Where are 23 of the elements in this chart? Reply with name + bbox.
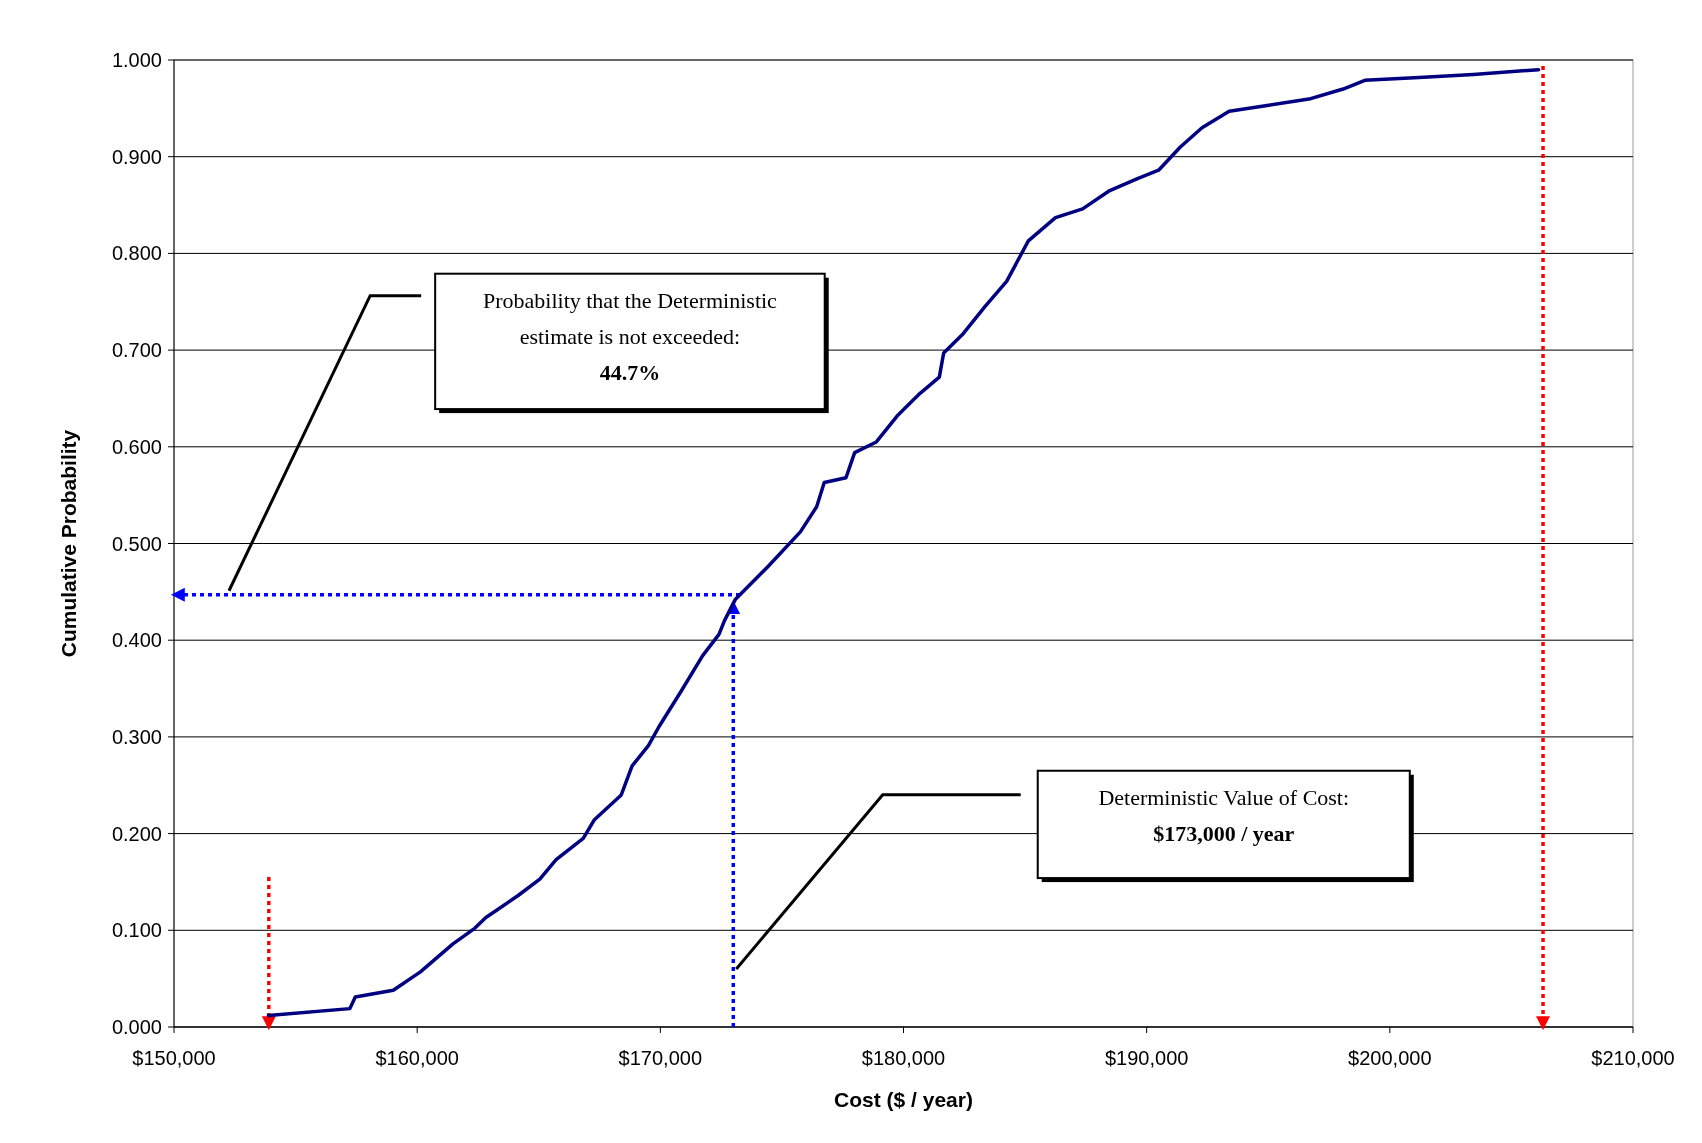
y-tick-label: 0.800 xyxy=(111,242,162,265)
x-tick-label: $190,000 xyxy=(1104,1047,1189,1069)
y-tick-label: 0.200 xyxy=(111,822,162,845)
y-tick-label: 0.100 xyxy=(111,919,162,942)
x-tick-label: $160,000 xyxy=(375,1047,459,1069)
y-tick-label: 0.300 xyxy=(111,725,162,748)
y-tick-label: 0.000 xyxy=(111,1016,162,1038)
y-tick-label: 1.000 xyxy=(111,49,162,71)
y-tick-label: 0.600 xyxy=(111,435,162,458)
x-tick-label: $150,000 xyxy=(132,1047,216,1069)
y-tick-label: 0.500 xyxy=(111,532,162,555)
x-tick-label: $210,000 xyxy=(1591,1047,1675,1069)
x-tick-label: $200,000 xyxy=(1348,1047,1432,1069)
annotation: Deterministic Value of Cost: $173,000 / year xyxy=(1098,784,1350,846)
x-tick-label: $180,000 xyxy=(861,1047,946,1069)
annotation: Probability that the Deterministic estimate is not exceeded: 44.7% xyxy=(482,287,778,385)
y-tick-label: 0.400 xyxy=(111,629,162,652)
line-series xyxy=(266,67,1541,1018)
y-tick-label: 0.900 xyxy=(111,145,162,168)
x-axis-title: Cost ($ / year) xyxy=(834,1088,973,1111)
y-tick-label: 0.700 xyxy=(111,339,162,362)
y-axis-title: Cumulative Probability xyxy=(57,429,80,658)
x-tick-label: $170,000 xyxy=(618,1047,703,1069)
